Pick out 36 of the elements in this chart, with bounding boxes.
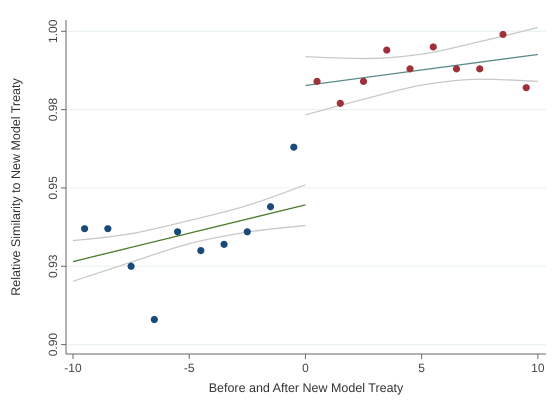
- line-series: [304, 78, 539, 116]
- x-tick-label: 10: [531, 361, 545, 375]
- x-tick-label: 0: [302, 361, 310, 375]
- point: [499, 30, 507, 38]
- x-tick-label: 5: [418, 361, 426, 375]
- x-axis-title: Before and After New Model Treaty: [208, 381, 404, 395]
- line-series: [304, 26, 539, 60]
- point: [220, 240, 228, 248]
- y-tick-label: 0.93: [46, 254, 60, 278]
- line-series: [72, 224, 306, 282]
- point: [476, 65, 484, 72]
- y-tick-label: 0.95: [46, 176, 60, 200]
- point: [452, 65, 460, 72]
- point: [150, 316, 158, 324]
- line-series: [72, 184, 306, 242]
- point: [104, 225, 112, 232]
- point: [383, 46, 390, 54]
- y-axis-title: Relative Similarity to New Model Treaty: [9, 78, 23, 296]
- point: [244, 228, 251, 236]
- point: [174, 228, 182, 236]
- y-tick-label: 1.00: [46, 19, 60, 43]
- point: [430, 43, 437, 51]
- point: [266, 203, 274, 210]
- point: [360, 78, 368, 86]
- point: [522, 84, 530, 92]
- point: [197, 247, 204, 254]
- point: [127, 262, 135, 270]
- y-tick-label: 0.90: [46, 332, 60, 356]
- x-tick-label: -10: [64, 361, 82, 375]
- y-tick-label: 0.98: [46, 98, 60, 122]
- point: [313, 78, 321, 86]
- point: [406, 65, 414, 72]
- x-tick-label: -5: [184, 361, 195, 375]
- point: [80, 225, 88, 232]
- point: [336, 100, 344, 107]
- point: [290, 144, 298, 151]
